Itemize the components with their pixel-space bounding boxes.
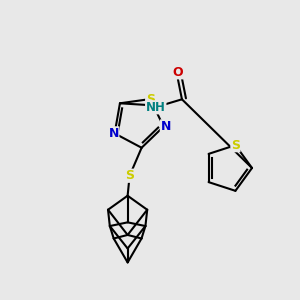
Text: N: N: [160, 120, 171, 133]
Text: S: S: [231, 139, 240, 152]
Text: O: O: [172, 66, 183, 79]
Text: S: S: [125, 169, 134, 182]
Text: S: S: [146, 92, 155, 106]
Text: NH: NH: [146, 101, 166, 114]
Text: N: N: [108, 127, 119, 140]
